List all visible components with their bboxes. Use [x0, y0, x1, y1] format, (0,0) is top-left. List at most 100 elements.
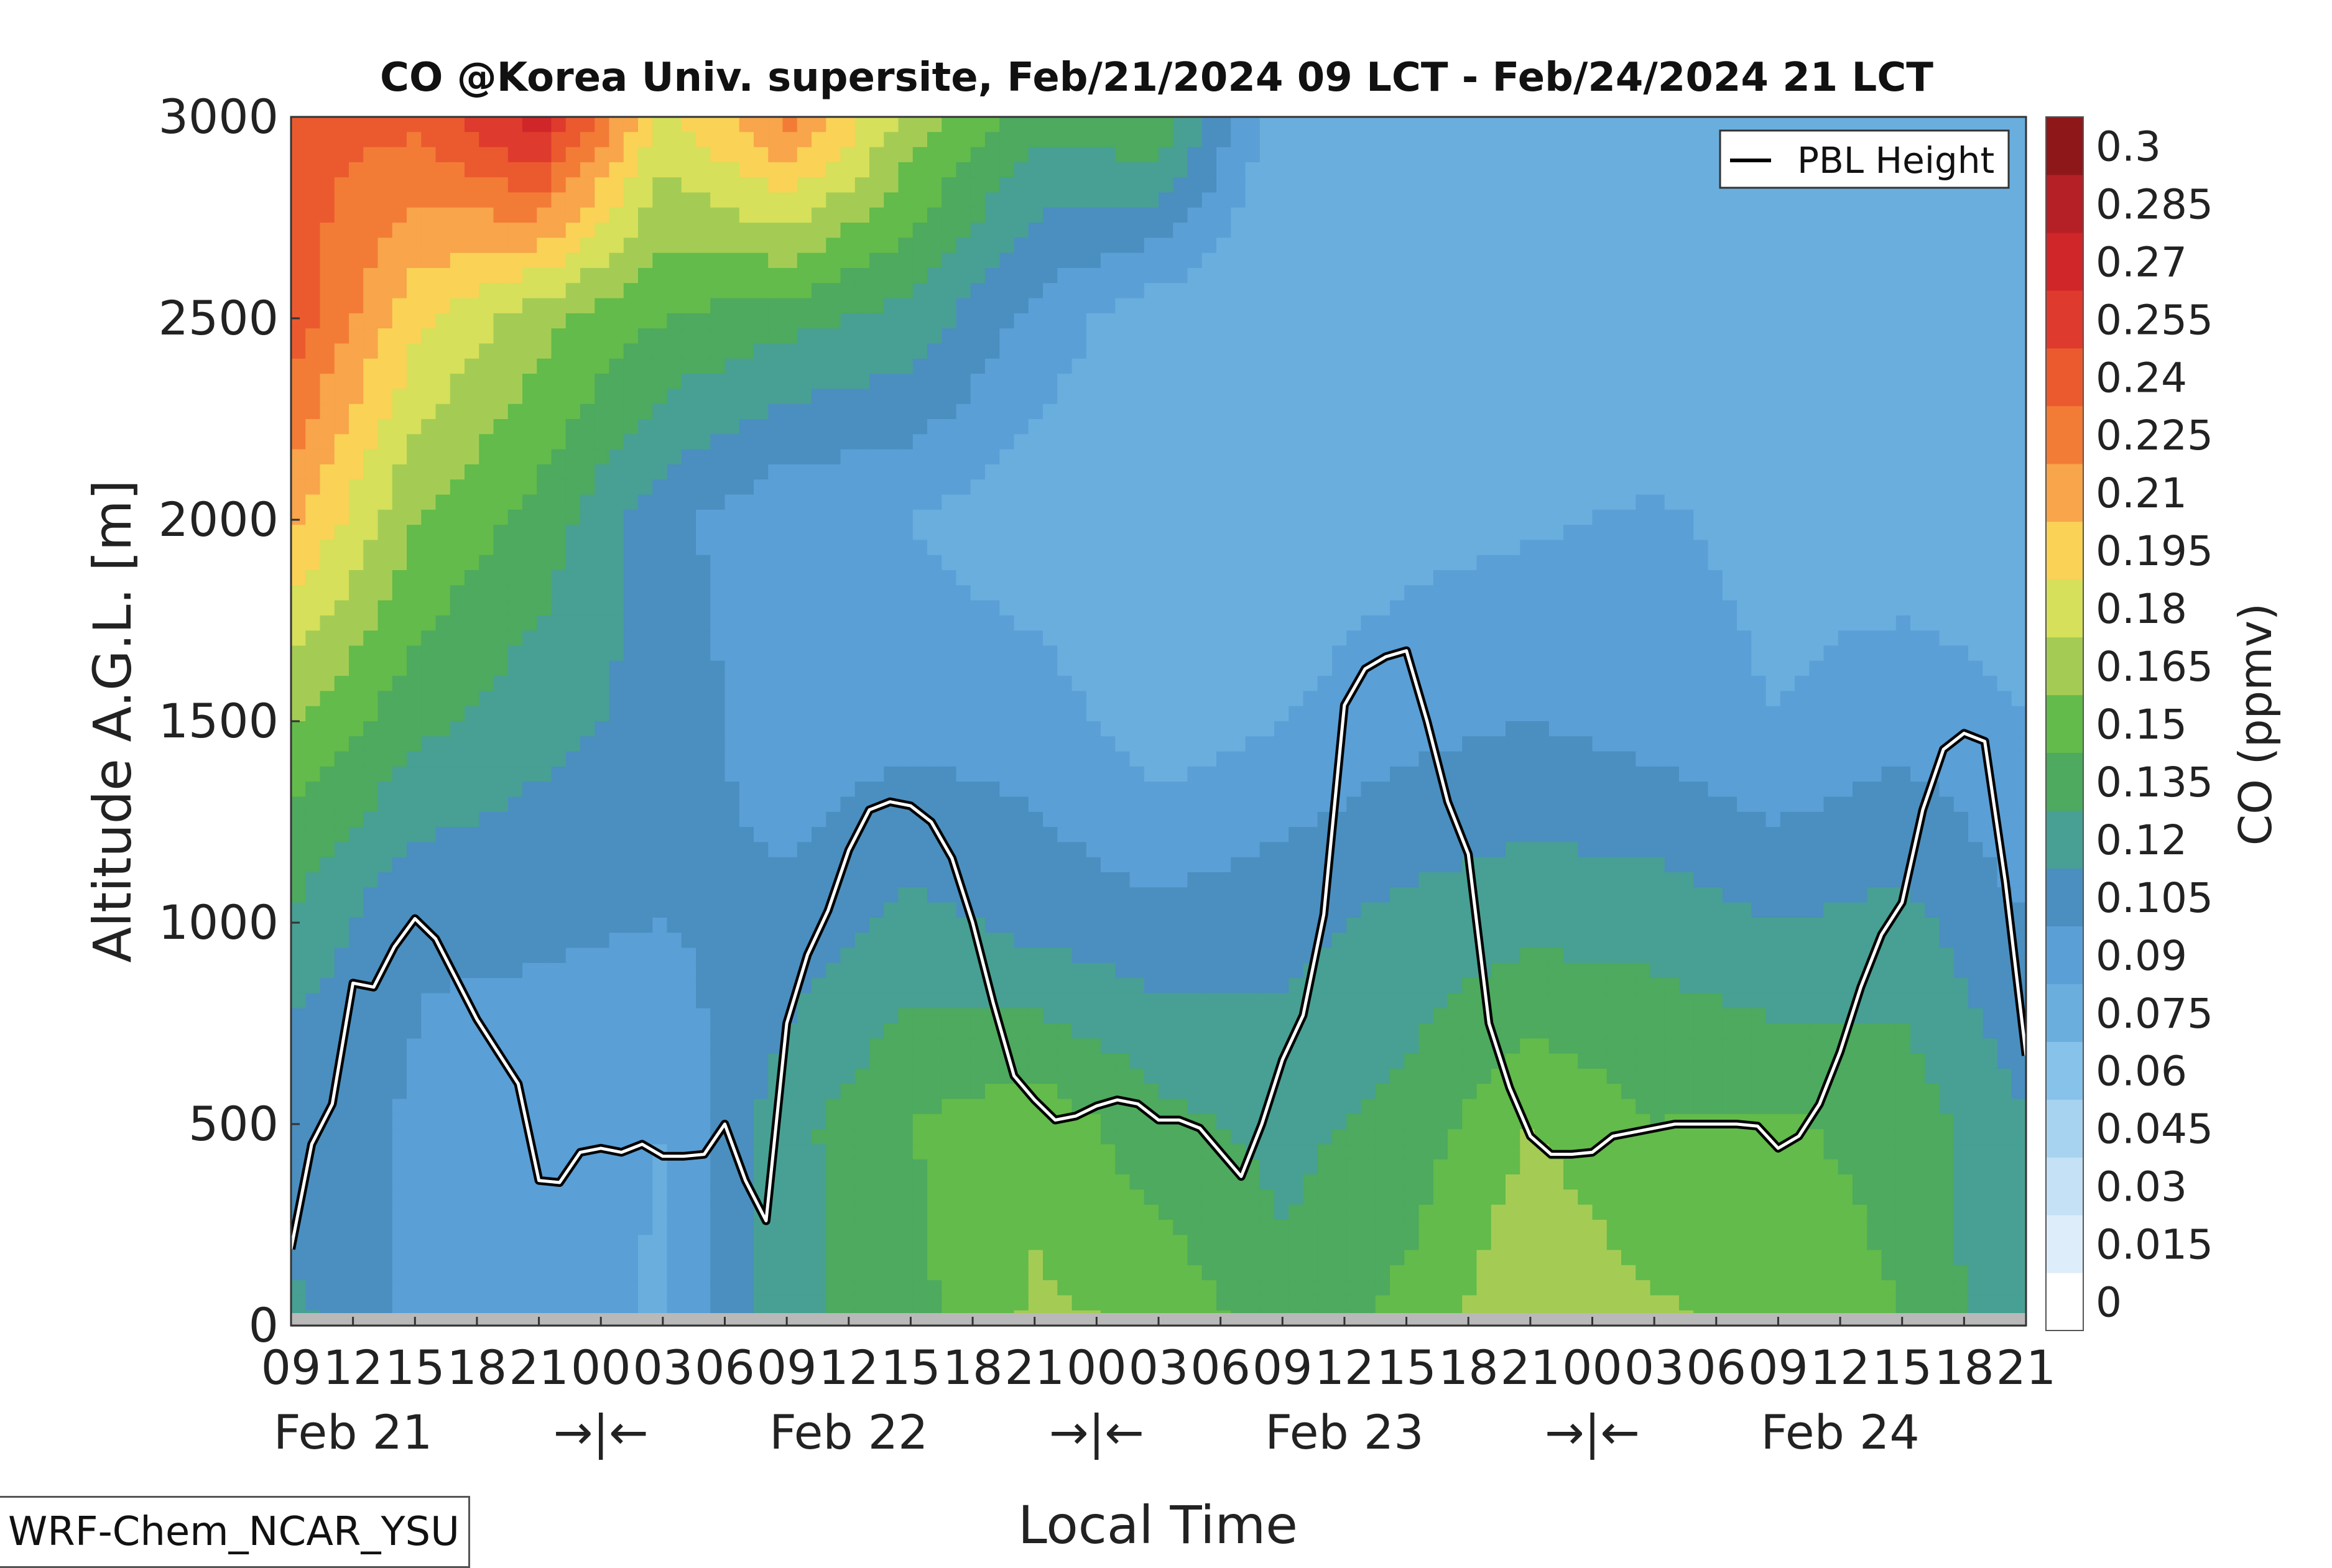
co-cell	[696, 615, 711, 631]
co-cell	[1043, 645, 1058, 662]
co-cell	[869, 374, 885, 390]
co-cell	[1636, 419, 1651, 435]
co-cell	[1823, 404, 1839, 420]
co-cell	[1838, 676, 1853, 692]
co-cell	[898, 494, 914, 510]
co-cell	[1071, 268, 1087, 284]
co-cell	[1809, 252, 1825, 269]
co-cell	[985, 645, 1001, 662]
co-cell	[1404, 358, 1420, 374]
co-cell	[537, 464, 552, 480]
co-cell	[1361, 117, 1376, 133]
co-cell	[681, 358, 696, 374]
co-cell	[782, 509, 798, 525]
co-cell	[1592, 192, 1608, 208]
co-cell	[681, 343, 696, 359]
co-cell	[739, 132, 754, 148]
co-cell	[782, 223, 798, 239]
co-cell	[623, 132, 639, 148]
co-cell	[985, 313, 1001, 329]
co-cell	[826, 630, 841, 647]
co-cell	[1737, 615, 1752, 631]
co-cell	[1418, 283, 1434, 299]
co-cell	[305, 238, 321, 254]
co-cell	[1216, 645, 1232, 662]
co-cell	[985, 207, 1001, 223]
co-cell	[1216, 313, 1232, 329]
co-cell	[1491, 328, 1506, 344]
co-cell	[1606, 615, 1622, 631]
co-cell	[638, 404, 654, 420]
co-cell	[667, 509, 682, 525]
co-cell	[1592, 630, 1608, 647]
co-cell	[1476, 404, 1492, 420]
co-cell	[537, 615, 552, 631]
co-cell	[1231, 555, 1246, 571]
co-cell	[667, 691, 682, 707]
co-cell	[942, 389, 957, 405]
co-cell	[638, 525, 654, 541]
co-cell	[1129, 706, 1145, 722]
co-cell	[1057, 600, 1073, 616]
co-cell	[1838, 252, 1853, 269]
co-cell	[667, 419, 682, 435]
co-cell	[1375, 343, 1390, 359]
co-cell	[580, 691, 596, 707]
co-cell	[1823, 600, 1839, 616]
co-cell	[479, 132, 494, 148]
co-cell	[1028, 449, 1043, 465]
co-cell	[1361, 449, 1376, 465]
co-cell	[1057, 570, 1073, 586]
co-cell	[812, 736, 827, 752]
co-cell	[1592, 570, 1608, 586]
co-cell	[768, 479, 784, 496]
co-cell	[710, 570, 726, 586]
co-cell	[797, 494, 812, 510]
co-cell	[1997, 706, 2012, 722]
co-cell	[1317, 479, 1333, 496]
co-cell	[1129, 404, 1145, 420]
co-cell	[1939, 389, 1955, 405]
co-cell	[565, 177, 581, 193]
co-cell	[1274, 721, 1290, 737]
co-cell	[797, 162, 812, 178]
co-cell	[754, 645, 769, 662]
co-cell	[1159, 540, 1174, 556]
co-cell	[1274, 223, 1290, 239]
co-cell	[1548, 132, 1564, 148]
co-cell	[782, 147, 798, 163]
co-cell	[1173, 419, 1188, 435]
co-cell	[1173, 494, 1188, 510]
co-cell	[1548, 328, 1564, 344]
co-cell	[1939, 585, 1955, 601]
co-cell	[1057, 207, 1073, 223]
co-cell	[1317, 343, 1333, 359]
co-cell	[507, 525, 523, 541]
co-cell	[377, 645, 393, 662]
co-cell	[826, 343, 841, 359]
co-cell	[1881, 645, 1897, 662]
co-cell	[1201, 706, 1217, 722]
co-cell	[537, 162, 552, 178]
co-cell	[638, 676, 654, 692]
co-cell	[782, 645, 798, 662]
co-cell	[479, 630, 494, 647]
co-cell	[1823, 298, 1839, 314]
co-cell	[1173, 509, 1188, 525]
co-cell	[797, 343, 812, 359]
co-cell	[1534, 509, 1550, 525]
co-cell	[450, 660, 465, 676]
co-cell	[1187, 600, 1203, 616]
co-cell	[710, 600, 726, 616]
co-cell	[377, 525, 393, 541]
co-cell	[1780, 555, 1795, 571]
co-cell	[912, 328, 928, 344]
co-cell	[1679, 162, 1695, 178]
co-cell	[1737, 645, 1752, 662]
co-cell	[1592, 691, 1608, 707]
co-cell	[1765, 630, 1781, 647]
co-cell	[623, 615, 639, 631]
co-cell	[1086, 585, 1101, 601]
co-cell	[898, 162, 914, 178]
co-cell	[797, 721, 812, 737]
